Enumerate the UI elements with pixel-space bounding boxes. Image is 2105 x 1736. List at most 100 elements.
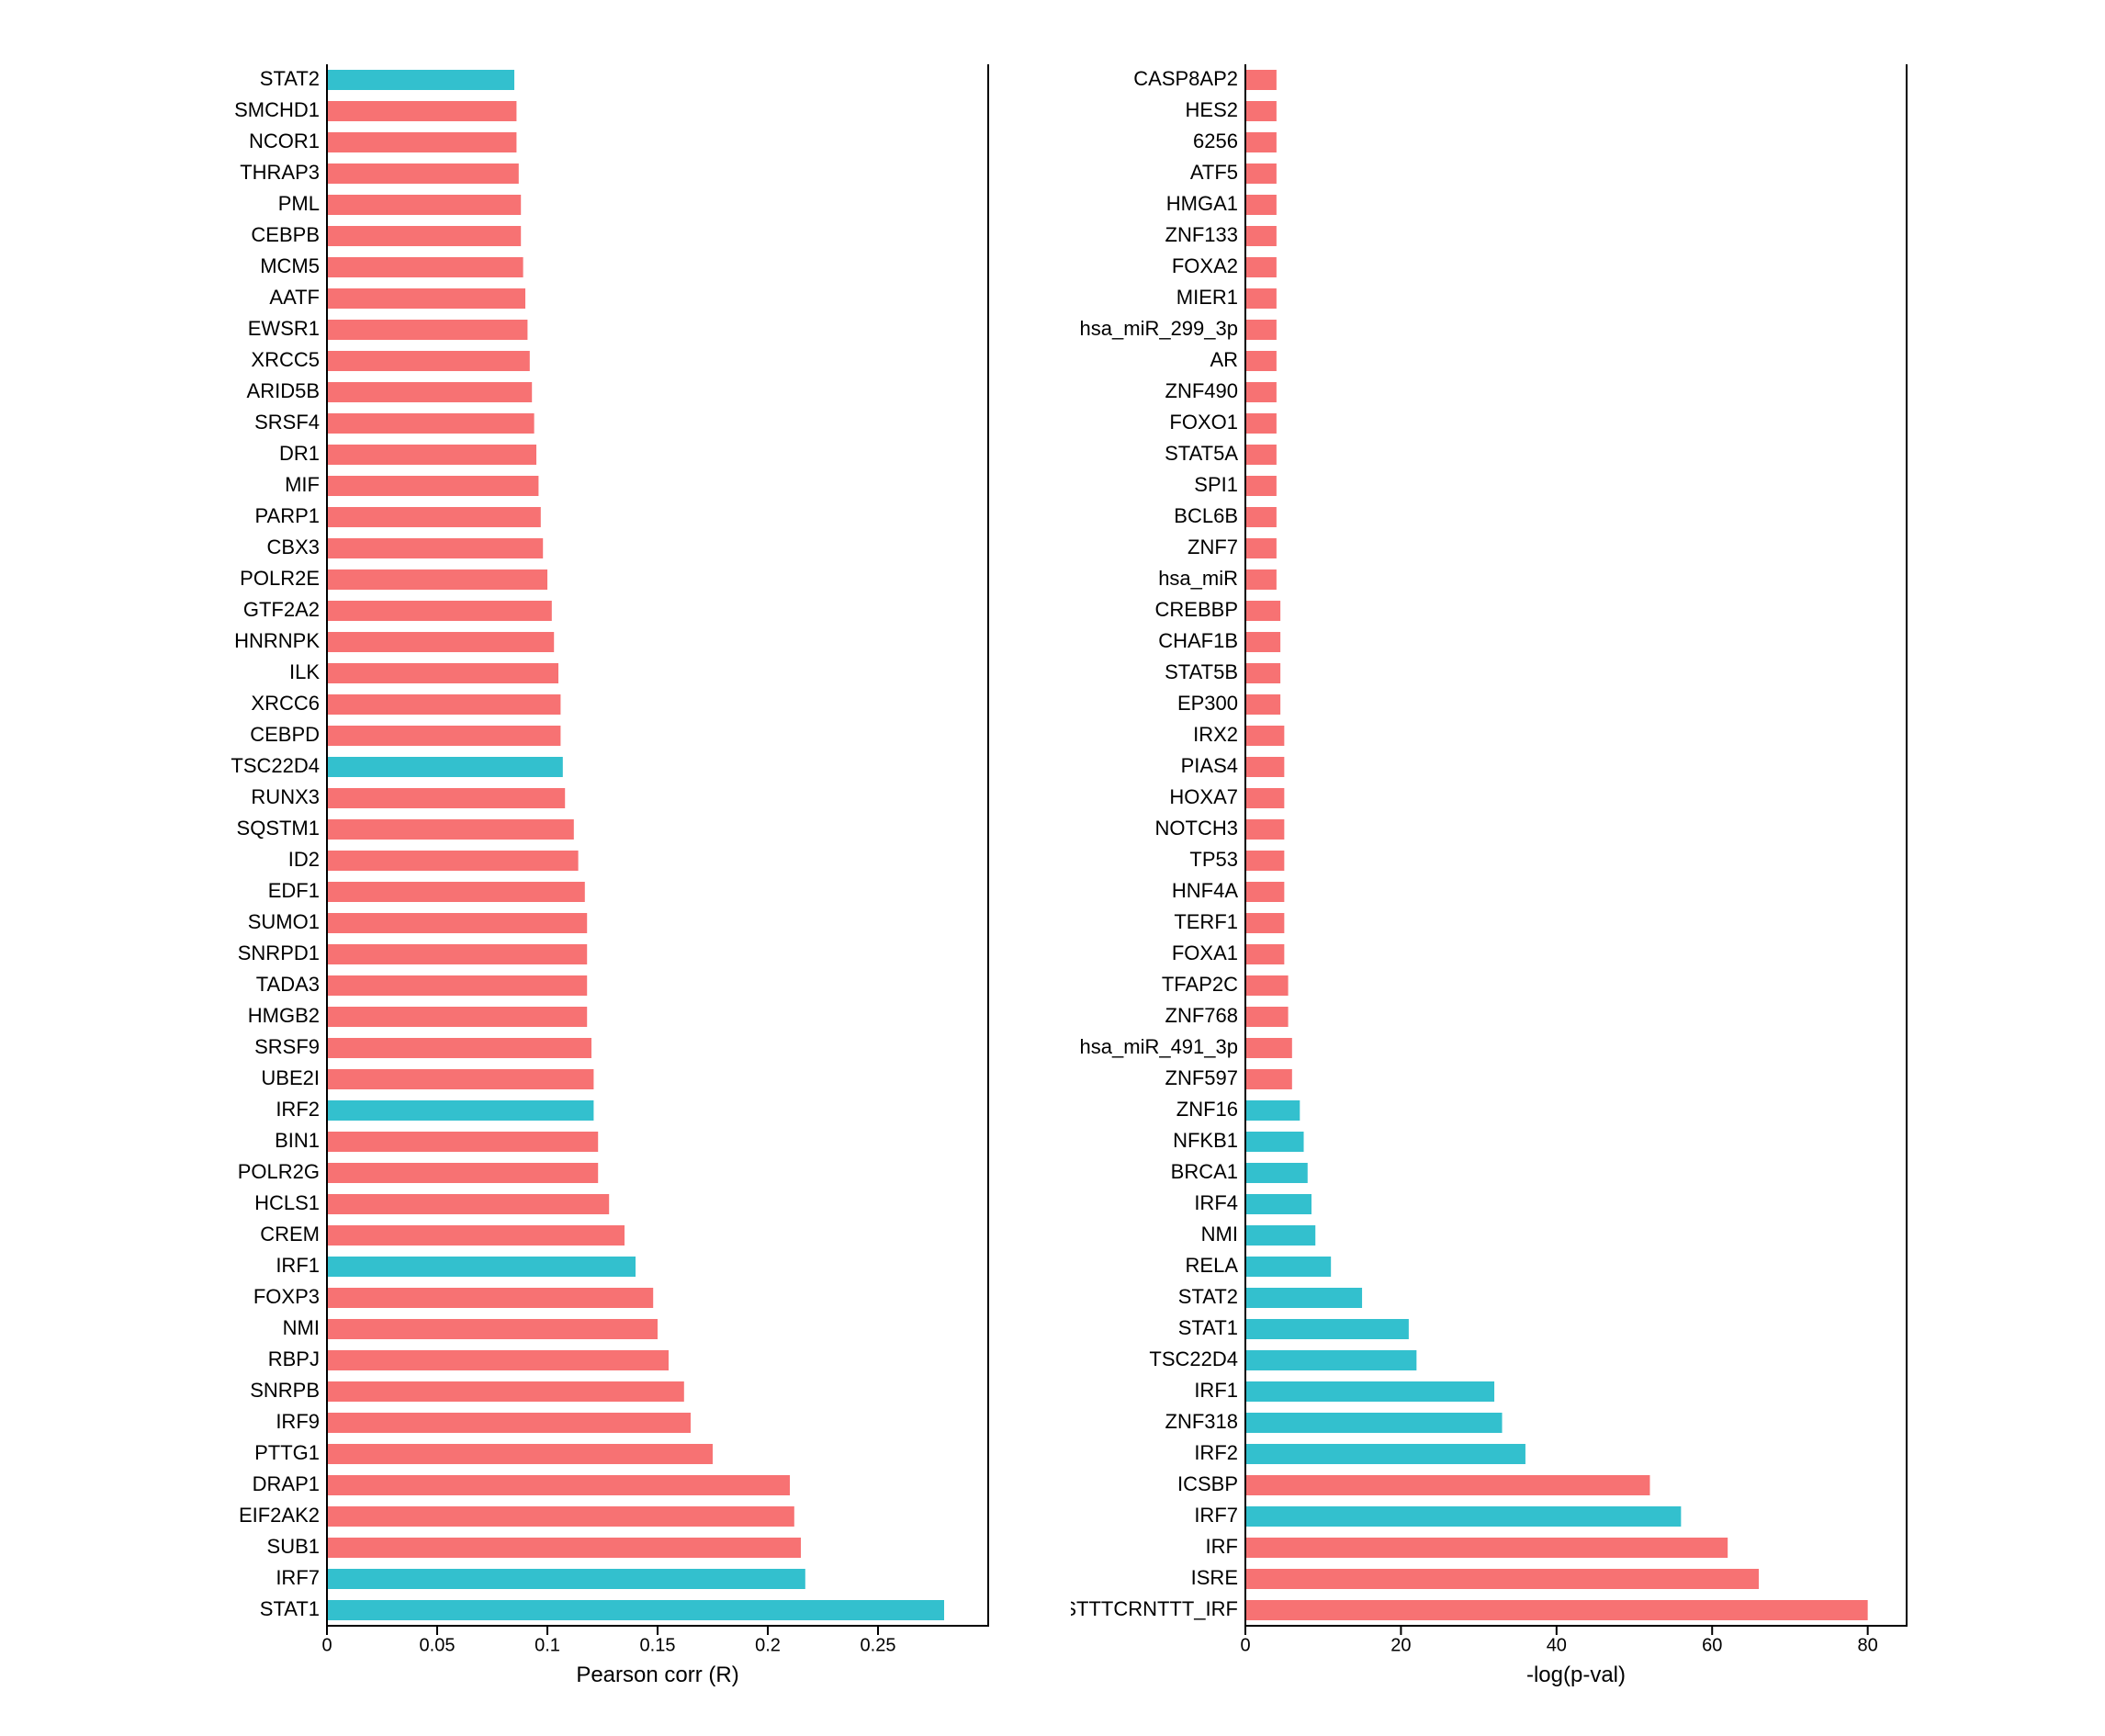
right-bar [1245, 1506, 1681, 1527]
right-bar [1245, 1350, 1416, 1370]
right-xtick-label: 40 [1547, 1636, 1567, 1656]
left-bar [327, 851, 579, 871]
right-ylabel: ZNF768 [1165, 1004, 1238, 1027]
left-bar [327, 1319, 658, 1339]
right-bar [1245, 163, 1277, 184]
right-chart-svg: CASP8AP2HES26256ATF5HMGA1ZNF133FOXA2MIER… [1071, 37, 1934, 1699]
right-ylabel: ZNF597 [1165, 1066, 1238, 1089]
left-ylabel: DR1 [279, 442, 320, 465]
right-xlabel: -log(p-val) [1526, 1663, 1626, 1687]
right-bar [1245, 1444, 1525, 1464]
right-bar [1245, 382, 1277, 402]
left-ylabel: SRSF9 [254, 1035, 320, 1058]
left-bar [327, 1600, 944, 1620]
right-ylabel: NOTCH3 [1155, 817, 1238, 840]
right-ylabel: MIER1 [1176, 286, 1238, 309]
right-ylabel: PIAS4 [1181, 754, 1238, 777]
left-ylabel: ID2 [288, 848, 320, 871]
left-ylabel: RBPJ [268, 1347, 320, 1370]
right-ylabel: RELA [1186, 1254, 1239, 1277]
right-ylabel: IRX2 [1193, 723, 1238, 746]
left-bar [327, 788, 565, 808]
left-bar [327, 913, 587, 933]
right-bar [1245, 445, 1277, 465]
right-bar [1245, 663, 1280, 683]
right-ylabel: BCL6B [1174, 504, 1238, 527]
left-ylabel: RUNX3 [251, 785, 320, 808]
right-bar [1245, 101, 1277, 121]
right-bar [1245, 1569, 1759, 1589]
right-ylabel: AR [1210, 348, 1238, 371]
left-bar [327, 882, 585, 902]
left-xtick-label: 0 [321, 1636, 332, 1656]
right-bar [1245, 1475, 1649, 1495]
left-bar [327, 1350, 669, 1370]
right-bar [1245, 132, 1277, 152]
right-ylabel: ZNF318 [1165, 1410, 1238, 1433]
left-ylabel: POLR2E [240, 567, 320, 590]
right-ylabel: STTTCRNTTT_IRF [1071, 1597, 1238, 1620]
right-bar [1245, 851, 1284, 871]
right-ylabel: IRF4 [1194, 1191, 1238, 1214]
left-bar [327, 1538, 801, 1558]
left-bar [327, 507, 541, 527]
right-xtick-label: 60 [1702, 1636, 1722, 1656]
right-ylabel: ZNF490 [1165, 379, 1238, 402]
left-ylabel: POLR2G [238, 1160, 320, 1183]
left-bar [327, 632, 554, 652]
right-bar [1245, 1381, 1494, 1402]
left-xlabel: Pearson corr (R) [576, 1663, 738, 1687]
right-ylabel: ZNF133 [1165, 223, 1238, 246]
left-ylabel: IRF1 [276, 1254, 320, 1277]
left-xtick-label: 0.25 [861, 1636, 896, 1656]
left-bar [327, 1163, 598, 1183]
right-ylabel: STAT5A [1165, 442, 1238, 465]
right-bar [1245, 1288, 1362, 1308]
left-ylabel: SNRPB [250, 1379, 320, 1402]
right-ylabel: SPI1 [1194, 473, 1238, 496]
left-ylabel: HNRNPK [234, 629, 320, 652]
left-ylabel: SMCHD1 [234, 98, 320, 121]
left-ylabel: SRSF4 [254, 411, 320, 434]
left-ylabel: STAT2 [260, 67, 320, 90]
left-ylabel: PARP1 [254, 504, 320, 527]
right-bar [1245, 569, 1277, 590]
right-bar [1245, 1100, 1300, 1121]
left-bar [327, 1132, 598, 1152]
right-bar [1245, 632, 1280, 652]
left-ylabel: EWSR1 [248, 317, 320, 340]
left-ylabel: SQSTM1 [237, 817, 320, 840]
left-ylabel: DRAP1 [253, 1472, 320, 1495]
left-ylabel: PML [278, 192, 320, 215]
left-bar [327, 569, 547, 590]
right-ylabel: STAT5B [1165, 660, 1238, 683]
left-bar [327, 1100, 593, 1121]
left-bar [327, 1569, 805, 1589]
left-bar [327, 1038, 591, 1058]
left-bar [327, 163, 519, 184]
right-ylabel: HES2 [1186, 98, 1238, 121]
right-panel: CASP8AP2HES26256ATF5HMGA1ZNF133FOXA2MIER… [1071, 37, 1934, 1699]
right-bar [1245, 975, 1289, 996]
right-bar [1245, 226, 1277, 246]
left-bar [327, 757, 563, 777]
right-xtick-label: 0 [1240, 1636, 1250, 1656]
right-bar [1245, 726, 1284, 746]
left-ylabel: UBE2I [261, 1066, 320, 1089]
right-ylabel: STAT2 [1178, 1285, 1238, 1308]
right-ylabel: ZNF16 [1176, 1098, 1238, 1121]
left-ylabel: ILK [289, 660, 320, 683]
left-ylabel: CBX3 [267, 535, 320, 558]
left-ylabel: GTF2A2 [243, 598, 320, 621]
right-bar [1245, 288, 1277, 309]
right-ylabel: TFAP2C [1162, 973, 1238, 996]
right-ylabel: IRF1 [1194, 1379, 1238, 1402]
left-bar [327, 1381, 684, 1402]
left-xtick-label: 0.2 [755, 1636, 781, 1656]
right-ylabel: IRF7 [1194, 1504, 1238, 1527]
right-ylabel: hsa_miR_299_3p [1080, 317, 1238, 340]
right-ylabel: IRF2 [1194, 1441, 1238, 1464]
left-bar [327, 1444, 713, 1464]
left-bar [327, 70, 514, 90]
right-ylabel: ATF5 [1190, 161, 1238, 184]
